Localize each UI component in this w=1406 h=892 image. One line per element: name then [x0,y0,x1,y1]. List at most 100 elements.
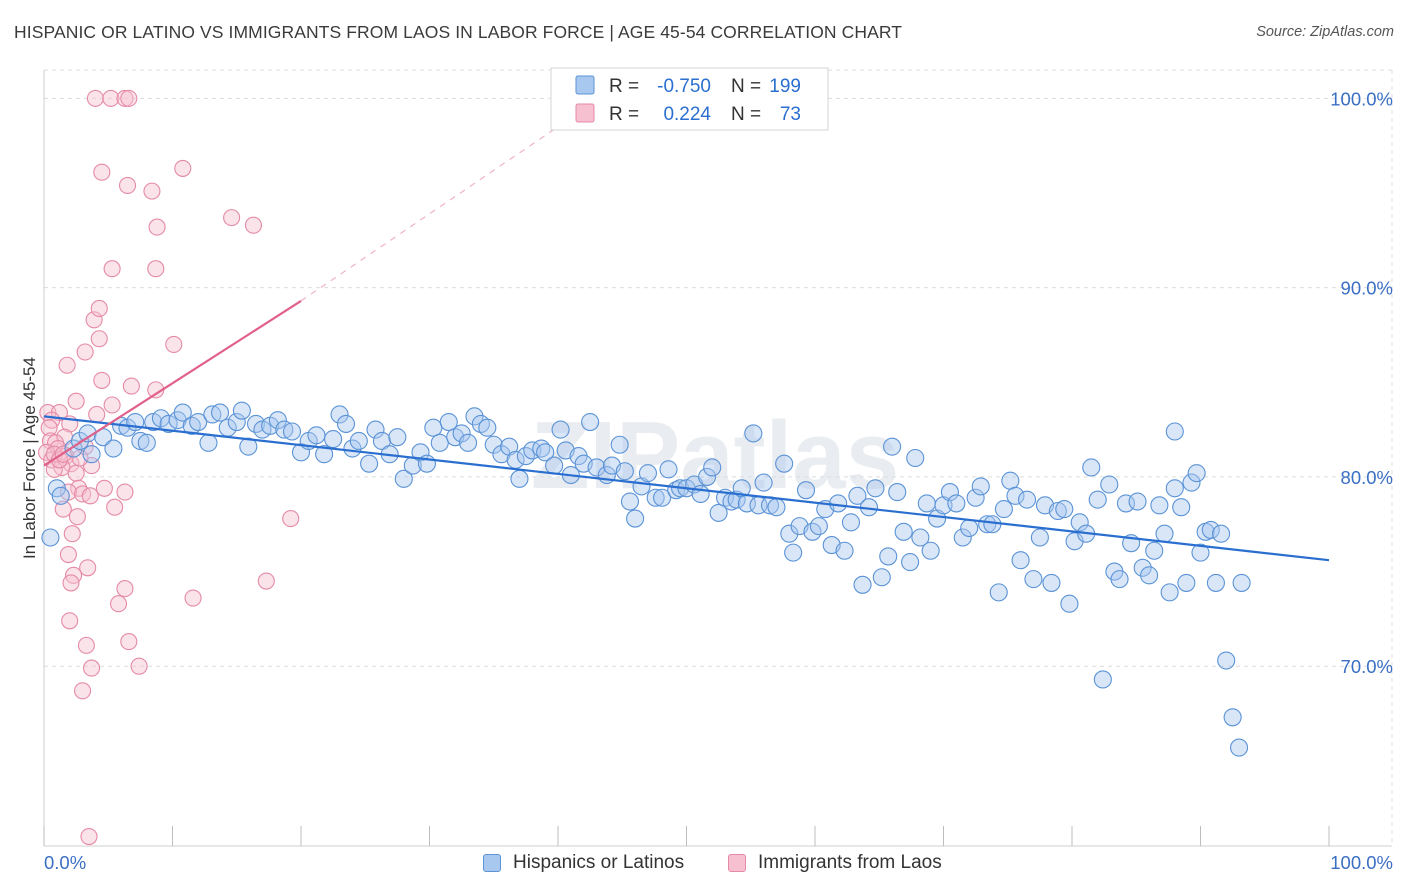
data-point-hispanic [336,414,356,433]
data-point-hispanic [343,439,362,458]
data-point-hispanic [940,483,959,502]
data-point-laos [147,260,165,278]
legend-item-laos: Immigrants from Laos [728,852,942,874]
data-point-hispanic [638,464,658,483]
source-label: Source: ZipAtlas.com [1256,24,1394,40]
y-tick-label: 90.0% [1341,278,1393,299]
data-point-hispanic [989,583,1008,602]
gridlines [44,69,1393,846]
data-point-hispanic [894,522,913,541]
data-point-laos [68,508,86,526]
data-point-laos [77,636,95,654]
data-point-hispanic [1201,520,1220,539]
data-point-hispanic [888,483,907,502]
legend-n-label-2: N = [731,104,761,125]
data-point-hispanic [1070,513,1089,532]
data-point-laos [82,659,101,677]
data-point-hispanic [372,431,392,451]
data-point-hispanic [1191,543,1210,562]
data-point-hispanic [173,403,192,422]
data-point-hispanic [430,433,449,452]
data-point-hispanic [698,467,717,486]
data-point-hispanic [1230,738,1249,757]
legend-r-label-2: R = [609,104,639,125]
data-point-hispanic [1030,528,1049,547]
data-point-hispanic [82,445,101,464]
series-immigrants-from-laos [38,89,300,846]
data-point-hispanic [809,517,828,536]
data-point-laos [67,392,85,410]
data-point-hispanic [796,481,816,500]
data-point-laos [81,487,99,505]
data-point-hispanic [767,498,786,517]
data-point-hispanic [1093,670,1112,689]
data-point-laos [184,589,202,607]
data-point-hispanic [1001,471,1020,490]
data-point-hispanic [866,479,885,498]
data-point-hispanic [709,503,728,522]
data-point-hispanic [394,469,413,488]
data-point-hispanic [275,420,294,439]
data-point-hispanic [835,541,854,560]
data-point-hispanic [653,488,672,507]
data-point-laos [61,612,79,630]
data-point-laos [67,464,85,482]
data-point-laos [130,657,148,675]
data-point-hispanic [232,401,251,420]
data-point-hispanic [465,407,484,426]
tick-labels: 70.0% 80.0% 90.0% 100.0% 0.0% 100.0% [44,88,1393,873]
data-point-laos [257,572,275,590]
data-point-hispanic [137,433,156,452]
data-point-laos [116,580,134,598]
data-point-hispanic [1187,464,1206,483]
data-point-laos [103,260,121,278]
data-point-hispanic [452,424,471,443]
legend-r-value-1: -0.750 [657,76,711,97]
legend-swatch-hispanics [483,854,501,872]
data-point-hispanic [780,524,799,543]
data-point-hispanic [626,509,645,528]
data-point-laos [76,343,94,361]
data-point-laos [120,89,138,107]
data-point-hispanic [1182,473,1201,492]
data-point-hispanic [581,412,600,432]
legend-n-label-1: N = [731,76,761,97]
data-point-hispanic [484,435,503,454]
data-point-laos [103,396,121,414]
data-point-hispanic [1155,524,1174,543]
data-point-hispanic [1217,651,1236,670]
data-point-hispanic [324,430,343,449]
data-point-laos [143,182,161,200]
data-point-hispanic [1177,573,1196,592]
data-point-laos [174,159,192,177]
data-point-hispanic [1160,583,1179,602]
data-point-hispanic [848,486,867,505]
data-point-hispanic [282,422,302,441]
data-point-hispanic [388,428,407,447]
data-point-hispanic [1100,475,1119,494]
data-point-laos [90,330,108,348]
data-point-laos [80,827,98,846]
data-point-hispanic [1145,541,1164,560]
data-point-hispanic [536,443,555,462]
data-point-hispanic [1055,500,1074,519]
data-point-hispanic [1048,501,1067,521]
data-point-hispanic [1232,573,1251,592]
y-axis-label: In Labor Force | Age 45-54 [20,357,39,559]
legend-label-laos: Immigrants from Laos [758,852,942,873]
data-point-hispanic [829,494,848,513]
legend-r-label-1: R = [609,76,639,97]
data-point-hispanic [906,448,925,468]
data-point-hispanic [104,439,123,458]
data-point-hispanic [947,494,966,513]
x-tick-label-min: 0.0% [44,852,86,873]
data-point-laos [93,371,111,389]
data-point-hispanic [199,433,218,452]
data-point-hispanic [1140,566,1159,585]
data-point-hispanic [307,426,326,445]
data-point-hispanic [439,412,458,432]
legend-r-value-2: 0.224 [663,104,711,125]
data-point-hispanic [775,454,794,473]
data-point-hispanic [1024,570,1043,589]
data-point-hispanic [1011,551,1030,570]
